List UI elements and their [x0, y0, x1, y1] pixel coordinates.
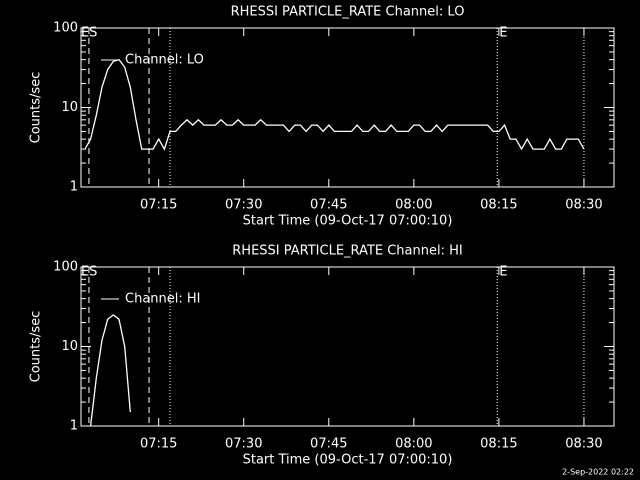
footer: 2-Sep-2022 02:22 — [562, 468, 634, 477]
x-tick-label: 07:45 — [310, 437, 347, 452]
x-tick-label: 08:15 — [480, 198, 517, 213]
y-tick-label: 100 — [53, 260, 78, 275]
x-tick-label: 08:00 — [395, 198, 432, 213]
chart-title: RHESSI PARTICLE_RATE Channel: HI — [232, 244, 462, 259]
x-tick-label: 07:30 — [225, 198, 262, 213]
data-line — [89, 314, 131, 427]
marker-label: E — [499, 26, 507, 41]
x-tick-label: 07:15 — [140, 198, 177, 213]
marker-label: ES — [81, 26, 97, 41]
marker-label: ES — [81, 265, 97, 280]
x-tick-label: 08:15 — [480, 437, 517, 452]
x-tick-label: 08:30 — [565, 437, 602, 452]
y-axis-label: Counts/sec — [29, 311, 44, 383]
y-tick-label: 1 — [70, 180, 78, 195]
marker-label: E — [499, 265, 507, 280]
chart-title: RHESSI PARTICLE_RATE Channel: LO — [231, 5, 465, 20]
y-axis-label: Counts/sec — [29, 72, 44, 144]
y-tick-label: 1 — [70, 419, 78, 434]
x-tick-label: 08:30 — [565, 198, 602, 213]
x-tick-label: 08:00 — [395, 437, 432, 452]
legend-label: Channel: HI — [125, 292, 201, 307]
x-axis-label: Start Time (09-Oct-17 07:00:10) — [243, 453, 453, 468]
legend-label: Channel: LO — [125, 53, 204, 68]
x-axis-label: Start Time (09-Oct-17 07:00:10) — [243, 214, 453, 229]
x-tick-label: 07:30 — [225, 437, 262, 452]
y-tick-label: 100 — [53, 21, 78, 36]
x-tick-label: 07:45 — [310, 198, 347, 213]
y-tick-label: 10 — [61, 339, 78, 354]
data-line — [84, 58, 585, 151]
x-tick-label: 07:15 — [140, 437, 177, 452]
y-tick-label: 10 — [61, 100, 78, 115]
